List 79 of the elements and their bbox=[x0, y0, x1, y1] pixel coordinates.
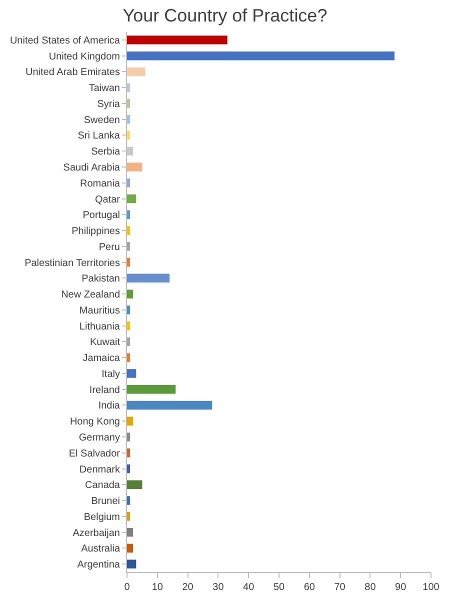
bar bbox=[127, 544, 134, 553]
y-tick-label: Pakistan bbox=[82, 274, 120, 285]
y-tick-label: Saudi Arabia bbox=[63, 162, 120, 174]
y-tick-label: Hong Kong bbox=[70, 416, 120, 428]
y-tick-label: Germany bbox=[78, 432, 120, 444]
x-tick-label: 100 bbox=[422, 582, 440, 593]
y-tick-label: Canada bbox=[84, 480, 120, 492]
x-tick-label: 0 bbox=[124, 582, 130, 593]
bar bbox=[127, 306, 130, 314]
bar bbox=[127, 369, 136, 378]
y-tick-label: Peru bbox=[98, 242, 120, 253]
y-tick-label: Ireland bbox=[89, 384, 120, 396]
bar bbox=[127, 83, 130, 92]
x-tick-label: 80 bbox=[364, 582, 376, 593]
bar bbox=[127, 99, 130, 108]
y-tick-label: Belgium bbox=[84, 512, 120, 523]
chart-title: Your Country of Practice? bbox=[122, 6, 328, 26]
bar bbox=[127, 464, 130, 474]
y-tick-label: Syria bbox=[97, 98, 120, 110]
bar bbox=[127, 130, 130, 140]
bar bbox=[127, 290, 134, 298]
x-tick-label: 30 bbox=[212, 582, 224, 593]
bar bbox=[127, 194, 136, 204]
y-tick-label: United Kingdom bbox=[48, 51, 120, 62]
y-tick-label: Denmark bbox=[79, 464, 121, 476]
bar bbox=[127, 560, 136, 568]
y-tick-label: Australia bbox=[81, 544, 120, 555]
y-tick-label: Palestinian Territories bbox=[24, 258, 120, 269]
bar bbox=[127, 36, 228, 44]
bar bbox=[127, 258, 130, 267]
y-tick-label: Mauritius bbox=[79, 305, 120, 316]
bar bbox=[127, 178, 130, 188]
bar bbox=[127, 274, 170, 283]
y-tick-label: Italy bbox=[102, 368, 120, 380]
bar bbox=[127, 337, 130, 346]
y-tick-label: United States of America bbox=[10, 35, 120, 46]
bar bbox=[127, 432, 130, 442]
bar bbox=[127, 51, 395, 60]
y-tick-label: Serbia bbox=[91, 146, 120, 158]
bar bbox=[127, 480, 142, 490]
y-tick-label: El Salvador bbox=[68, 448, 121, 460]
y-tick-label: Jamaica bbox=[82, 353, 120, 364]
x-tick-label: 10 bbox=[152, 582, 164, 593]
y-tick-label: United Arab Emirates bbox=[26, 67, 120, 78]
bar bbox=[127, 416, 134, 426]
y-tick-label: Sri Lanka bbox=[78, 130, 120, 142]
bar bbox=[127, 242, 130, 251]
x-tick-label: 40 bbox=[243, 582, 255, 593]
bar bbox=[127, 400, 212, 410]
y-tick-label: Argentina bbox=[77, 560, 120, 571]
bar bbox=[127, 496, 130, 505]
bar bbox=[127, 162, 142, 172]
bar bbox=[127, 448, 130, 458]
x-tick-label: 20 bbox=[182, 582, 194, 593]
bar bbox=[127, 528, 134, 537]
bar bbox=[127, 226, 130, 235]
x-tick-label: 60 bbox=[304, 582, 316, 593]
y-tick-label: Qatar bbox=[94, 194, 121, 206]
bar bbox=[127, 512, 130, 521]
bar bbox=[127, 321, 130, 330]
y-tick-label: Portugal bbox=[82, 210, 120, 222]
bar bbox=[127, 353, 130, 362]
y-tick-label: Romania bbox=[80, 178, 120, 190]
y-tick-label: Lithuania bbox=[79, 321, 120, 332]
x-tick-label: 90 bbox=[395, 582, 407, 593]
y-tick-label: India bbox=[98, 400, 120, 412]
x-tick-label: 70 bbox=[334, 582, 346, 593]
y-tick-label: Taiwan bbox=[88, 83, 120, 94]
bar bbox=[127, 210, 130, 220]
bar bbox=[127, 114, 130, 124]
y-tick-label: Philippines bbox=[72, 226, 120, 238]
y-tick-label: Brunei bbox=[91, 496, 120, 508]
y-tick-label: Sweden bbox=[84, 114, 120, 126]
bar bbox=[127, 384, 176, 394]
x-tick-label: 50 bbox=[273, 582, 285, 593]
y-tick-label: Azerbaijan bbox=[72, 528, 120, 539]
y-tick-label: Kuwait bbox=[90, 337, 120, 348]
bar bbox=[127, 67, 146, 76]
y-tick-label: New Zealand bbox=[61, 290, 120, 301]
